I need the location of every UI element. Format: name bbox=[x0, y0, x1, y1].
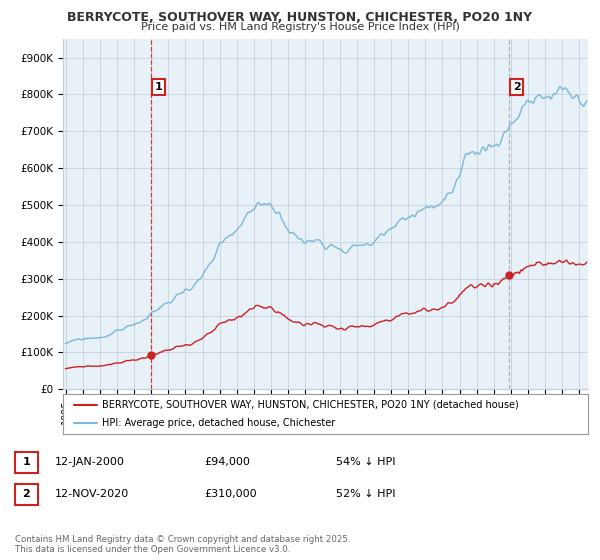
Text: Price paid vs. HM Land Registry's House Price Index (HPI): Price paid vs. HM Land Registry's House … bbox=[140, 22, 460, 32]
Text: £310,000: £310,000 bbox=[204, 489, 257, 499]
Text: 12-NOV-2020: 12-NOV-2020 bbox=[55, 489, 130, 499]
Text: £94,000: £94,000 bbox=[204, 457, 250, 467]
Text: Contains HM Land Registry data © Crown copyright and database right 2025.
This d: Contains HM Land Registry data © Crown c… bbox=[15, 535, 350, 554]
Text: BERRYCOTE, SOUTHOVER WAY, HUNSTON, CHICHESTER, PO20 1NY (detached house): BERRYCOTE, SOUTHOVER WAY, HUNSTON, CHICH… bbox=[103, 400, 519, 409]
Text: BERRYCOTE, SOUTHOVER WAY, HUNSTON, CHICHESTER, PO20 1NY: BERRYCOTE, SOUTHOVER WAY, HUNSTON, CHICH… bbox=[67, 11, 533, 24]
Text: 52% ↓ HPI: 52% ↓ HPI bbox=[336, 489, 395, 499]
Text: 12-JAN-2000: 12-JAN-2000 bbox=[55, 457, 125, 467]
Text: 1: 1 bbox=[155, 82, 163, 92]
Text: 2: 2 bbox=[513, 82, 521, 92]
Text: 54% ↓ HPI: 54% ↓ HPI bbox=[336, 457, 395, 467]
Text: 2: 2 bbox=[23, 489, 30, 499]
Text: HPI: Average price, detached house, Chichester: HPI: Average price, detached house, Chic… bbox=[103, 418, 335, 428]
Text: 1: 1 bbox=[23, 457, 30, 467]
